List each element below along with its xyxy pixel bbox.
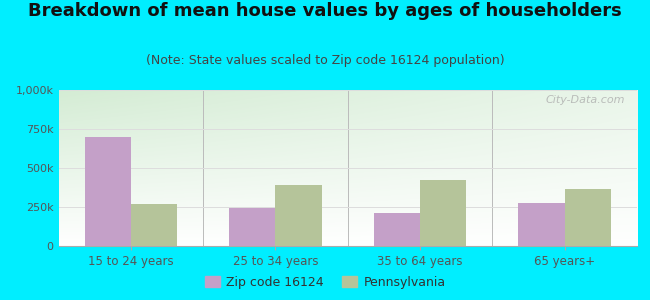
Legend: Zip code 16124, Pennsylvania: Zip code 16124, Pennsylvania (200, 271, 450, 294)
Bar (131, 204, 177, 246)
Bar (84, 137, 131, 246)
Bar (519, 203, 565, 246)
Text: Breakdown of mean house values by ages of householders: Breakdown of mean house values by ages o… (28, 2, 622, 20)
Text: (Note: State values scaled to Zip code 16124 population): (Note: State values scaled to Zip code 1… (146, 54, 504, 67)
Text: City-Data.com: City-Data.com (546, 95, 625, 105)
Bar (229, 208, 276, 246)
Bar (565, 189, 611, 246)
Bar (276, 185, 322, 246)
Bar (420, 181, 466, 246)
Bar (374, 213, 420, 246)
